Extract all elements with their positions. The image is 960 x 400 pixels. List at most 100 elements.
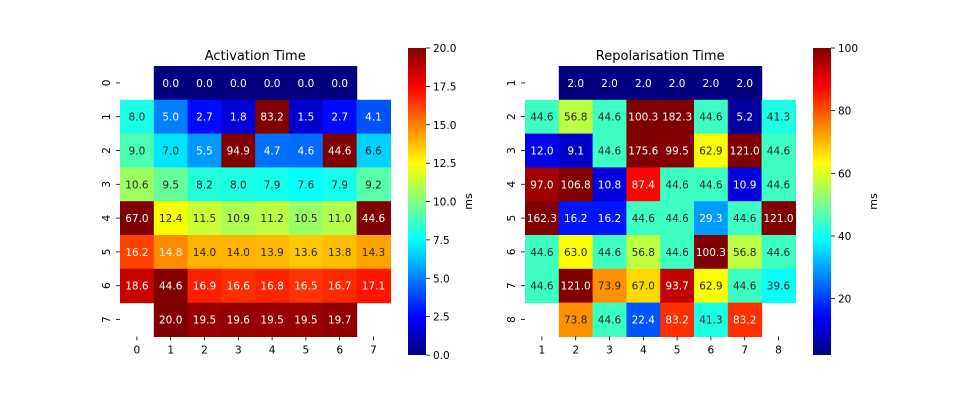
y-tick-label: 3 (101, 181, 113, 188)
heatmap-cell (322, 201, 358, 236)
heatmap-cell (221, 99, 256, 135)
cell-value-label: 0.0 (230, 78, 247, 90)
heatmap-cell (289, 167, 324, 202)
cell-value-label: 44.6 (159, 281, 183, 293)
cell-value-label: 56.8 (733, 247, 756, 259)
cell-value-label: 44.6 (665, 179, 689, 191)
heatmap-cell (356, 99, 391, 135)
cell-value-label: 10.9 (227, 213, 250, 225)
heatmap-cell (187, 268, 222, 304)
y-tick-label: 7 (101, 316, 113, 323)
cell-value-label: 44.6 (665, 247, 689, 259)
heatmap-cell (255, 133, 290, 168)
cell-value-label: 44.6 (530, 247, 554, 259)
heatmap-cell (356, 235, 391, 270)
cell-value-label: 13.6 (294, 247, 318, 259)
heatmap-cell (592, 302, 627, 337)
cell-value-label: 2.0 (703, 78, 720, 90)
heatmap-cell (221, 133, 256, 168)
heatmap-cell (761, 201, 796, 236)
heatmap-cell (153, 133, 189, 168)
cell-value-label: 0.0 (298, 78, 315, 90)
cell-value-label: 4.7 (264, 146, 281, 158)
cell-value-label: 7.0 (162, 146, 179, 158)
heatmap-cell (322, 167, 358, 202)
cell-value-label: 73.9 (598, 281, 621, 293)
cell-value-label: 1.5 (298, 112, 315, 124)
colorbar-tick-label: 5.0 (433, 273, 450, 285)
heatmap-cell (558, 66, 594, 101)
cell-value-label: 2.7 (196, 112, 213, 124)
heatmap-cell (120, 268, 155, 304)
heatmap-cell (558, 268, 594, 304)
colorbar-tick-label: 12.5 (433, 158, 456, 170)
heatmap-cell (727, 235, 763, 270)
heatmap-cell (289, 99, 324, 135)
cell-value-label: 0.0 (196, 78, 213, 90)
cell-value-label: 7.9 (331, 179, 348, 191)
y-tick-label: 5 (506, 215, 518, 222)
cell-value-label: 12.0 (530, 146, 553, 158)
cell-value-label: 19.5 (294, 315, 317, 327)
heatmap-cell (120, 99, 155, 135)
heatmap-cell (187, 133, 222, 168)
heatmap-cell (626, 302, 661, 337)
y-tick-label: 3 (506, 147, 518, 154)
heatmap-cell (289, 235, 324, 270)
heatmap-cell (187, 66, 222, 101)
heatmap-cell (592, 167, 627, 202)
cell-value-label: 11.5 (193, 213, 216, 225)
cell-value-label: 18.6 (125, 281, 149, 293)
cell-value-label: 16.5 (294, 281, 317, 293)
cell-value-label: 7.9 (264, 179, 281, 191)
heatmap-cell (727, 302, 763, 337)
cell-value-label: 16.8 (260, 281, 283, 293)
cell-value-label: 100.3 (696, 247, 726, 259)
x-tick-label: 0 (134, 344, 141, 356)
heatmap-cell (153, 99, 189, 135)
heatmap-panel-2: Repolarisation Time 2.0 2.0 2.0 2.0 2.0 2.0 44.… (506, 43, 880, 356)
heatmap-cell (221, 167, 256, 202)
heatmap-cell (626, 167, 661, 202)
y-tick-label: 0 (101, 80, 113, 87)
cell-value-label: 16.7 (328, 281, 351, 293)
cell-value-label: 83.2 (260, 112, 283, 124)
heatmap-cell (255, 99, 290, 135)
heatmap-cell (727, 167, 763, 202)
cell-value-label: 10.5 (294, 213, 317, 225)
heatmap-cell (626, 133, 661, 168)
y-tick-label: 6 (101, 282, 113, 289)
heatmap-cell (153, 302, 189, 337)
heatmap-cell (761, 99, 796, 135)
cell-value-label: 106.8 (561, 179, 591, 191)
cell-value-label: 44.6 (767, 247, 791, 259)
cell-value-label: 19.6 (227, 315, 251, 327)
cell-value-label: 44.6 (733, 213, 757, 225)
heatmap-cell (727, 201, 763, 236)
heatmap-cell (694, 167, 729, 202)
cell-value-label: 44.6 (598, 315, 622, 327)
cell-value-label: 17.1 (362, 281, 385, 293)
cell-value-label: 20.0 (159, 315, 182, 327)
heatmap-cell (255, 268, 290, 304)
heatmap-cell (289, 66, 324, 101)
heatmap-cell (289, 302, 324, 337)
heatmap-cell (187, 99, 222, 135)
cell-value-label: 44.6 (328, 146, 352, 158)
heatmap-cell (255, 302, 290, 337)
cell-value-label: 44.6 (767, 146, 791, 158)
colorbar-tick-label: 15.0 (433, 120, 456, 132)
y-tick-label: 4 (101, 214, 113, 221)
cell-value-label: 14.0 (227, 247, 250, 259)
cell-value-label: 94.9 (227, 146, 250, 158)
heatmap-cell (221, 66, 256, 101)
cell-value-label: 29.3 (699, 213, 722, 225)
cell-value-label: 9.1 (567, 146, 584, 158)
heatmap-cell (761, 167, 796, 202)
heatmap-cell (525, 201, 560, 236)
colorbar-tick-label: 60 (838, 168, 851, 180)
cell-value-label: 97.0 (530, 179, 553, 191)
heatmap-cell (694, 66, 729, 101)
cell-value-label: 121.0 (561, 281, 591, 293)
